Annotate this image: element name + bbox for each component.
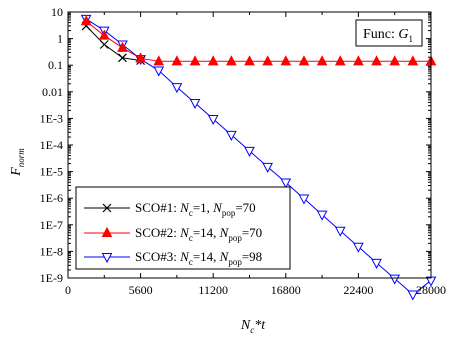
data-point [262, 162, 273, 173]
y-tick-label: 1E-8 [40, 244, 63, 258]
x-tick-label: 5600 [129, 283, 153, 297]
y-tick-label: 1E-7 [40, 218, 63, 232]
x-tick-label: 0 [65, 283, 71, 297]
data-point [80, 15, 92, 26]
data-point [371, 258, 382, 269]
data-point [298, 55, 310, 66]
legend-marker-sample [101, 253, 113, 264]
x-tick-label: 22400 [343, 283, 373, 297]
data-point [280, 178, 292, 189]
plot-series [80, 14, 437, 301]
y-tick-label: 1E-6 [40, 191, 63, 205]
annotation-main: G [398, 27, 408, 42]
data-point [280, 55, 292, 66]
data-point [407, 55, 419, 66]
data-point [171, 55, 183, 66]
legend-marker-sample [102, 203, 112, 213]
data-point [298, 194, 310, 205]
data-point [226, 130, 237, 141]
function-annotation: Func: G1 [355, 19, 423, 47]
x-axis-title: Nc*t [240, 318, 266, 335]
legend-entry-1: SCO#1: Nc=1, Npop=70 [135, 200, 256, 218]
data-point [316, 55, 328, 66]
data-point [171, 83, 183, 94]
data-point [153, 55, 165, 66]
plot-frame [67, 11, 432, 279]
series-2 [80, 15, 437, 66]
data-point [334, 55, 346, 66]
data-point [99, 40, 109, 49]
y-axis-title-sub: norm [16, 148, 26, 168]
series-1 [81, 21, 146, 65]
legend-entry-2: SCO#2: Nc=14, Npop=70 [135, 225, 262, 243]
data-point [334, 226, 346, 237]
data-point [117, 41, 128, 52]
data-point [389, 55, 401, 66]
x-axis-title-rest: *t [254, 318, 266, 333]
data-point [226, 55, 237, 66]
y-tick-label: 1E-9 [40, 271, 63, 285]
y-tick-label: 0.1 [48, 58, 63, 72]
data-point [353, 242, 364, 253]
data-point [189, 98, 201, 110]
data-point [316, 210, 328, 221]
data-point [98, 29, 110, 40]
y-tick-label: 1 [57, 32, 63, 46]
annotation-sub: 1 [409, 34, 414, 44]
data-point [407, 290, 419, 301]
x-axis-title-sub: c [250, 325, 254, 335]
y-tick-label: 1E-4 [40, 138, 63, 152]
data-point [389, 274, 401, 285]
data-point [207, 55, 219, 66]
data-point [207, 114, 219, 126]
x-tick-label: 11200 [198, 283, 228, 297]
x-tick-label: 28000 [416, 283, 446, 297]
svg-text:Func: G1: Func: G1 [363, 27, 413, 44]
y-axis-title: Fnorm [9, 148, 26, 177]
series-line [85, 25, 141, 62]
legend: SCO#1: Nc=1, Npop=70 SCO#2: Nc=14, Npop=… [75, 186, 291, 270]
data-point [189, 55, 201, 66]
data-point [153, 66, 165, 77]
y-axis-title-main: F [9, 167, 24, 177]
data-point [118, 53, 127, 63]
tick-labels: 0 5600 11200 16800 22400 28000 1E-9 1E-8 1E-7 1E-… [40, 5, 446, 297]
annotation-prefix: Func: [363, 27, 398, 42]
data-point [371, 55, 382, 66]
data-point [244, 55, 255, 66]
x-tick-label: 16800 [271, 283, 301, 297]
legend-marker-sample [101, 226, 113, 237]
x-axis-title-main: N [240, 318, 251, 333]
y-tick-label: 10 [51, 5, 63, 19]
data-point [244, 146, 255, 157]
y-tick-label: 0.01 [42, 85, 63, 99]
data-point [135, 52, 146, 63]
y-tick-label: 1E-3 [40, 111, 63, 125]
y-tick-label: 1E-5 [40, 165, 63, 179]
legend-entry-3: SCO#3: Nc=14, Npop=98 [135, 249, 262, 267]
data-point [353, 55, 364, 66]
data-point [262, 55, 273, 66]
legend-box [75, 186, 291, 270]
legend-samples [84, 203, 130, 264]
